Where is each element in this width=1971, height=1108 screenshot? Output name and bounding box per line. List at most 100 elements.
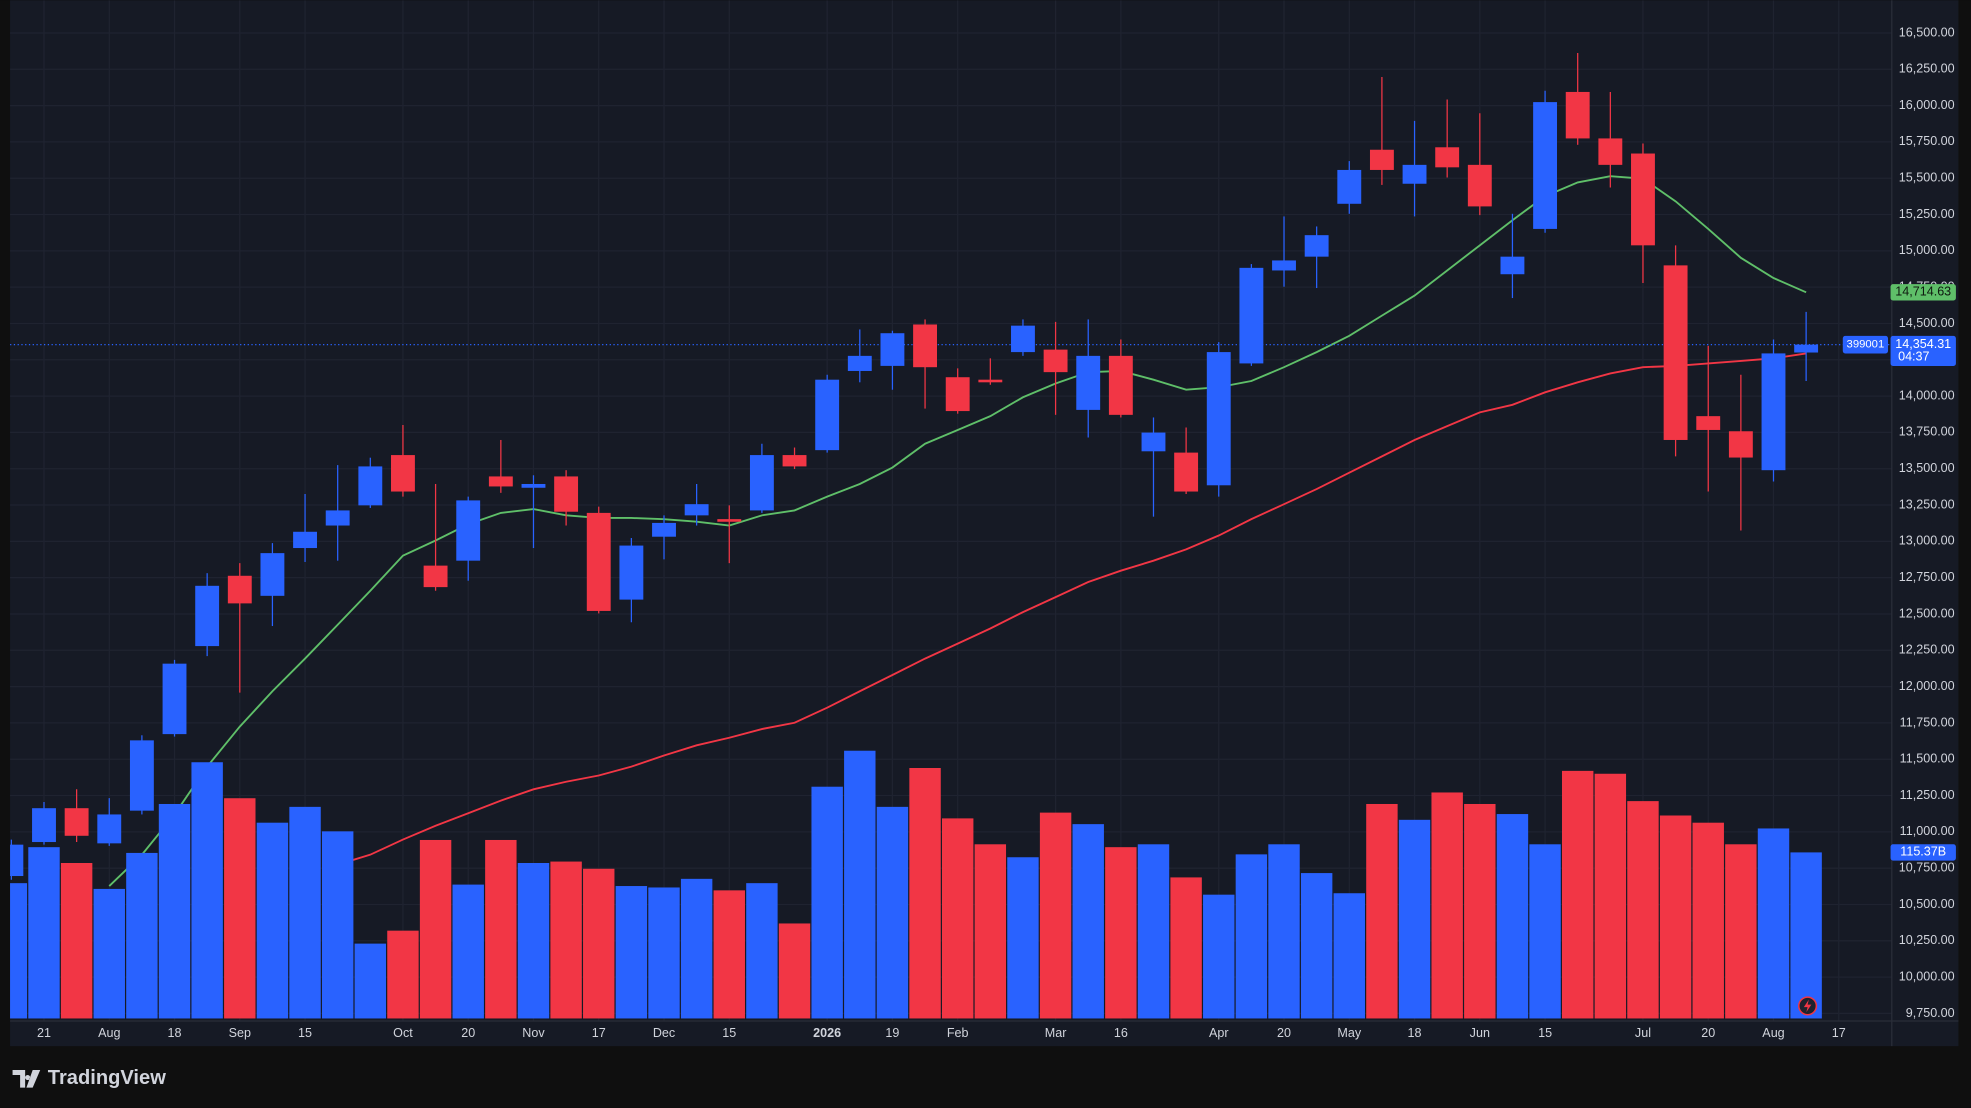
x-tick-label: Aug — [98, 1026, 120, 1040]
candle-body — [652, 522, 676, 537]
status-icon[interactable] — [1798, 996, 1818, 1016]
y-tick-label: 16,250.00 — [1899, 62, 1955, 76]
candle-body — [1500, 256, 1525, 275]
x-tick-label: 18 — [168, 1026, 182, 1040]
x-tick-label: Nov — [522, 1026, 545, 1040]
y-tick-label: 15,500.00 — [1899, 171, 1955, 185]
x-tick-label: 20 — [1701, 1026, 1715, 1040]
candle-body — [749, 455, 774, 511]
candle-body — [1794, 344, 1819, 353]
candle-body — [913, 324, 938, 368]
volume-bar — [1659, 815, 1692, 1019]
y-tick-label: 12,500.00 — [1899, 606, 1955, 620]
candle-body — [1402, 164, 1427, 184]
y-tick-label: 15,750.00 — [1899, 134, 1955, 148]
candle-body — [1174, 452, 1199, 492]
candle-body — [260, 553, 285, 596]
candle-body — [10, 844, 24, 877]
moving-average-line — [108, 175, 1807, 887]
candle-body — [1337, 169, 1362, 204]
volume-bar — [1398, 819, 1431, 1019]
volume-bar — [452, 884, 484, 1019]
y-tick-label: 10,500.00 — [1899, 897, 1955, 911]
volume-bar — [1072, 824, 1104, 1019]
candle-body — [1304, 235, 1329, 257]
candle-body — [1761, 353, 1786, 471]
x-tick-label: 20 — [1277, 1026, 1291, 1040]
volume-bar — [321, 831, 354, 1019]
volume-bar — [1366, 803, 1398, 1019]
volume-bar — [615, 886, 648, 1019]
y-tick-label: 11,750.00 — [1900, 715, 1955, 729]
y-tick-label: 15,000.00 — [1899, 243, 1955, 257]
volume-bar — [10, 883, 28, 1019]
candle-body — [391, 455, 415, 492]
x-tick-label: 16 — [1114, 1026, 1128, 1040]
x-tick-label: Jun — [1470, 1026, 1490, 1040]
volume-bar — [126, 852, 158, 1019]
x-tick-label: May — [1337, 1026, 1361, 1040]
volume-bar — [1235, 854, 1268, 1019]
volume-bar — [909, 767, 941, 1019]
y-tick-label: 10,250.00 — [1899, 933, 1955, 947]
candle-body — [293, 531, 317, 549]
candle-body — [1598, 138, 1623, 165]
volume-bar — [256, 822, 289, 1019]
volume-bar — [1137, 844, 1170, 1019]
y-tick-label: 16,500.00 — [1899, 25, 1955, 39]
volume-bar — [158, 803, 191, 1019]
brand-name: TradingView — [48, 1067, 166, 1089]
candle-body — [1533, 102, 1558, 229]
y-tick-label: 10,750.00 — [1899, 861, 1955, 875]
volume-bar — [1725, 844, 1757, 1019]
volume-bar — [1039, 812, 1072, 1019]
symbol-label: 399001 — [1847, 339, 1885, 351]
volume-bar — [1529, 844, 1561, 1019]
x-tick-label: Aug — [1762, 1026, 1784, 1040]
candle-body — [358, 466, 383, 506]
x-tick-label: 17 — [592, 1026, 606, 1040]
ma-price-tag — [1890, 284, 1956, 301]
volume-bar — [1496, 814, 1529, 1019]
brand-logo[interactable]: TradingView — [12, 1067, 167, 1089]
candle-body — [32, 808, 56, 843]
x-tick-label: 18 — [1408, 1026, 1422, 1040]
y-tick-label: 14,000.00 — [1899, 388, 1955, 402]
x-tick-label: Dec — [653, 1026, 675, 1040]
volume-bar — [1757, 828, 1790, 1019]
x-tick-label: 2026 — [813, 1026, 841, 1040]
symbol-tag — [1842, 335, 1889, 354]
volume-tag-label: 115.37B — [1900, 845, 1946, 859]
volume-bar — [1627, 801, 1659, 1019]
x-tick-label: 15 — [722, 1026, 736, 1040]
candle-body — [782, 455, 807, 467]
candle-body — [717, 519, 742, 522]
volume-bar — [1464, 803, 1496, 1019]
volume-bar — [941, 818, 974, 1019]
countdown-label: 04:37 — [1898, 350, 1929, 364]
volume-bar — [713, 890, 745, 1019]
candle-body — [129, 740, 154, 811]
candle-body — [815, 379, 840, 451]
candle-body — [64, 808, 89, 836]
y-tick-label: 13,500.00 — [1899, 461, 1955, 475]
y-tick-label: 13,250.00 — [1899, 497, 1955, 511]
y-tick-label: 15,250.00 — [1899, 207, 1955, 221]
candle-body — [1631, 153, 1655, 246]
volume-bar — [1790, 852, 1822, 1019]
y-tick-label: 11,000.00 — [1900, 824, 1955, 838]
candle-body — [1663, 265, 1688, 440]
candle-body — [195, 585, 220, 647]
x-tick-label: 19 — [885, 1026, 899, 1040]
volume-bar — [974, 844, 1007, 1019]
candle-body — [1043, 349, 1068, 373]
volume-bar — [876, 806, 909, 1019]
y-tick-label: 11,250.00 — [1900, 788, 1955, 802]
volume-bar — [1203, 894, 1235, 1019]
ma-price-tag-label: 14,714.63 — [1895, 285, 1951, 299]
volume-bar — [93, 888, 125, 1019]
y-tick-label: 11,500.00 — [1900, 752, 1955, 766]
volume-bar — [1561, 770, 1594, 1019]
x-tick-label: Apr — [1209, 1026, 1229, 1040]
